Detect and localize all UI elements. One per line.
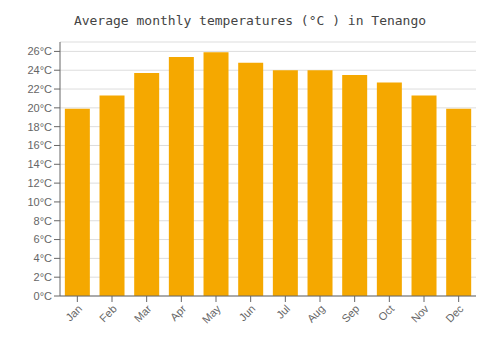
svg-text:Jul: Jul [274, 302, 292, 320]
svg-text:8°C: 8°C [34, 215, 53, 227]
svg-text:Mar: Mar [132, 302, 154, 324]
svg-text:6°C: 6°C [34, 233, 53, 245]
svg-text:24°C: 24°C [27, 64, 52, 76]
svg-text:26°C: 26°C [27, 45, 52, 57]
svg-text:20°C: 20°C [27, 102, 52, 114]
svg-text:0°C: 0°C [34, 290, 53, 302]
svg-text:Jun: Jun [237, 302, 258, 323]
svg-text:14°C: 14°C [27, 158, 52, 170]
svg-text:4°C: 4°C [34, 252, 53, 264]
svg-text:12°C: 12°C [27, 177, 52, 189]
svg-text:Jan: Jan [63, 302, 84, 323]
svg-text:Apr: Apr [168, 302, 189, 323]
svg-text:22°C: 22°C [27, 83, 52, 95]
svg-text:16°C: 16°C [27, 139, 52, 151]
svg-text:Sep: Sep [339, 302, 361, 324]
svg-text:2°C: 2°C [34, 271, 53, 283]
html-text:Average monthly temperatures (: Average monthly temperatures (°C ) in Te… [73, 13, 427, 28]
svg-text:Nov: Nov [409, 302, 432, 325]
svg-text:Oct: Oct [376, 302, 397, 323]
svg-text:18°C: 18°C [27, 121, 52, 133]
svg-text:Feb: Feb [97, 302, 119, 324]
svg-text:Aug: Aug [305, 302, 327, 324]
svg-text:10°C: 10°C [27, 196, 52, 208]
svg-text:May: May [200, 302, 224, 326]
svg-text:Dec: Dec [443, 302, 466, 325]
